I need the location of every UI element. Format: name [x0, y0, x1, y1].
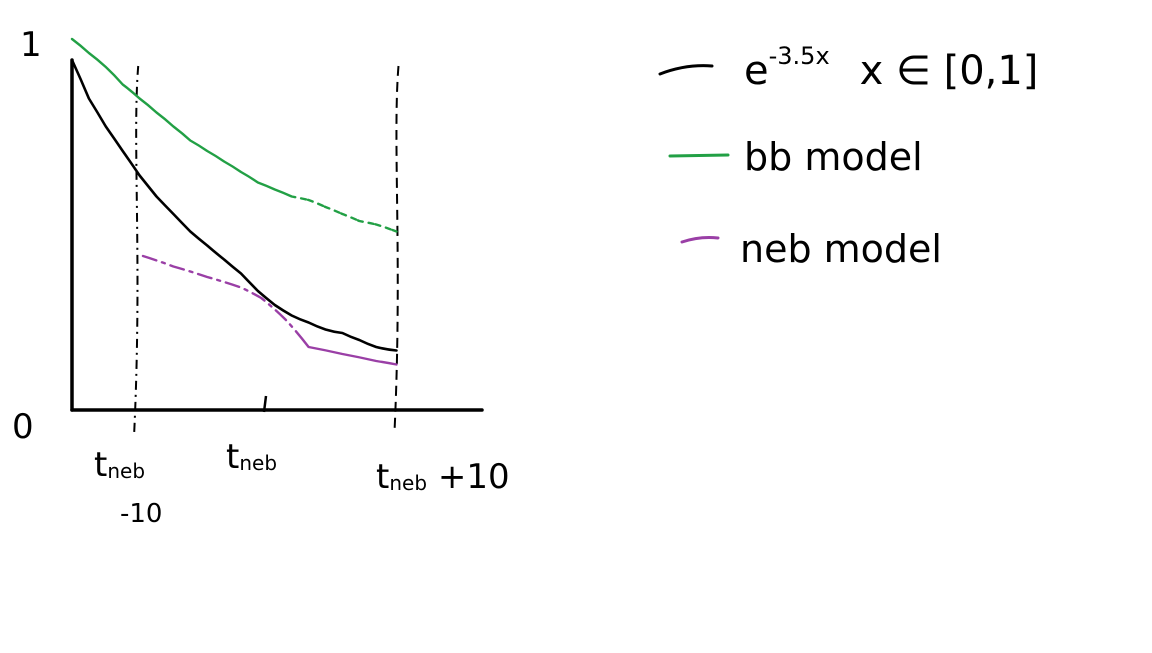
x-tick-second-line: -10 [120, 499, 162, 529]
x-tick-main: t [376, 457, 389, 497]
svg-text:tneb: tneb [94, 445, 145, 485]
legend-swatch-bb [668, 153, 730, 158]
vertical-marker-line [133, 65, 140, 433]
x-tick-sub: neb [239, 451, 277, 475]
legend-swatch-exp [658, 64, 714, 76]
svg-text:tneb: tneb [226, 437, 277, 477]
legend-label-bb: bb model [744, 135, 923, 179]
legend-exp-base: e [744, 48, 769, 94]
series-line-neb-model [141, 254, 398, 366]
legend-swatch-neb [680, 236, 720, 244]
x-tick-main: t [94, 445, 107, 485]
series-line-exp [70, 58, 398, 352]
legend-label-neb: neb model [740, 227, 942, 271]
x-tick-label-neb-minus-10: tneb -10 [94, 445, 162, 529]
svg-text:tneb +10: tneb +10 [376, 457, 510, 497]
x-tick-main: t [226, 437, 239, 477]
y-tick-label-top: 1 [20, 25, 42, 65]
vertical-marker-line [393, 65, 400, 433]
legend-exp-domain: x ∈ [0,1] [860, 48, 1039, 94]
series-line-bb-model [70, 37, 398, 233]
x-tick-sub: neb [107, 459, 145, 483]
vertical-markers [133, 65, 400, 433]
x-tick-suffix: +10 [427, 457, 510, 497]
y-tick-label-bottom: 0 [12, 407, 34, 447]
axes [70, 58, 484, 412]
series-lines [70, 37, 398, 366]
legend-label-exp: e-3.5x x ∈ [0,1] [744, 42, 1038, 94]
x-tick-sub: neb [389, 471, 427, 495]
legend-exp-exponent: -3.5x [769, 42, 830, 70]
x-tick-label-neb-plus-10: tneb +10 [376, 457, 510, 497]
x-tick-label-neb: tneb [226, 437, 277, 477]
legend: e-3.5x x ∈ [0,1] bb model neb model [658, 42, 1038, 271]
